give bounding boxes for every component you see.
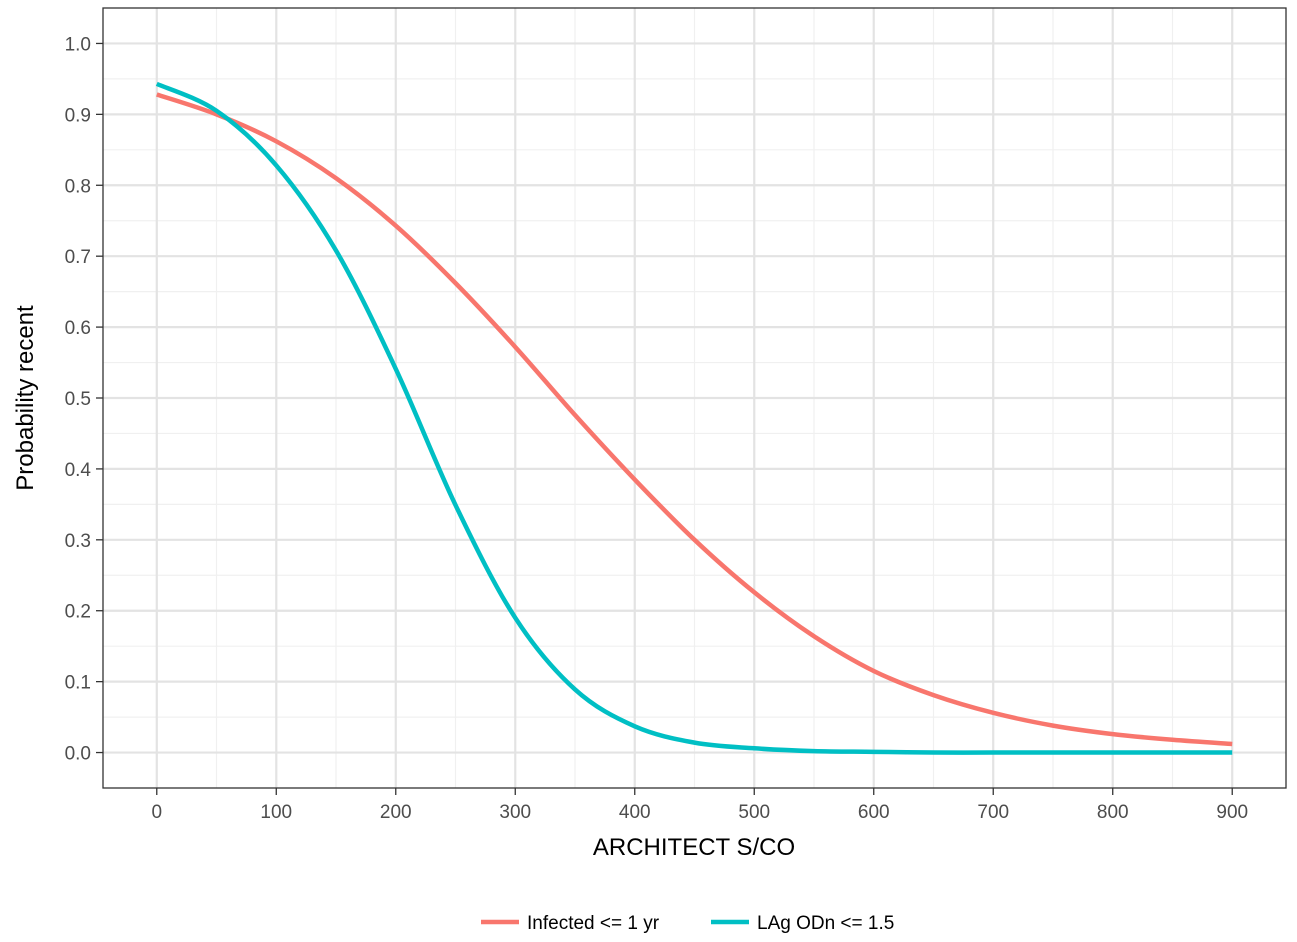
y-tick-label: 0.4 — [65, 460, 92, 481]
x-axis: 0 100 200 300 400 500 600 700 800 900 — [151, 788, 1248, 823]
y-tick-label: 0.1 — [65, 673, 91, 694]
legend-label: LAg ODn <= 1.5 — [757, 913, 894, 934]
y-tick-label: 1.0 — [65, 34, 91, 55]
major-gridlines — [103, 8, 1286, 788]
y-tick-label: 0.6 — [65, 318, 91, 339]
x-axis-title: ARCHITECT S/CO — [593, 834, 795, 861]
x-tick-label: 400 — [619, 802, 651, 823]
y-tick-label: 0.5 — [65, 389, 91, 410]
y-tick-label: 0.3 — [65, 531, 91, 552]
minor-gridlines — [103, 8, 1286, 788]
y-tick-label: 0.9 — [65, 105, 91, 126]
y-axis-title: Probability recent — [12, 305, 39, 491]
x-tick-label: 100 — [260, 802, 292, 823]
y-tick-label: 0.2 — [65, 602, 91, 623]
x-tick-label: 500 — [738, 802, 770, 823]
series-line — [156, 92, 1233, 747]
series-line — [155, 81, 1233, 755]
x-tick-label: 900 — [1216, 802, 1248, 823]
x-tick-label: 700 — [977, 802, 1009, 823]
y-tick-label: 0.8 — [65, 176, 91, 197]
x-tick-label: 300 — [499, 802, 531, 823]
y-tick-label: 0.0 — [65, 744, 91, 765]
x-tick-label: 200 — [380, 802, 412, 823]
x-tick-label: 0 — [151, 802, 162, 823]
legend-label: Infected <= 1 yr — [527, 913, 660, 934]
y-axis: 0.0 0.1 0.2 0.3 0.4 0.5 0.6 0.7 0.8 0.9 1.0 — [65, 34, 103, 765]
series-lines — [155, 81, 1233, 755]
x-tick-label: 800 — [1097, 802, 1129, 823]
legend: Infected <= 1 yr LAg ODn <= 1.5 — [481, 913, 894, 934]
y-tick-label: 0.7 — [65, 247, 91, 268]
x-tick-label: 600 — [858, 802, 890, 823]
